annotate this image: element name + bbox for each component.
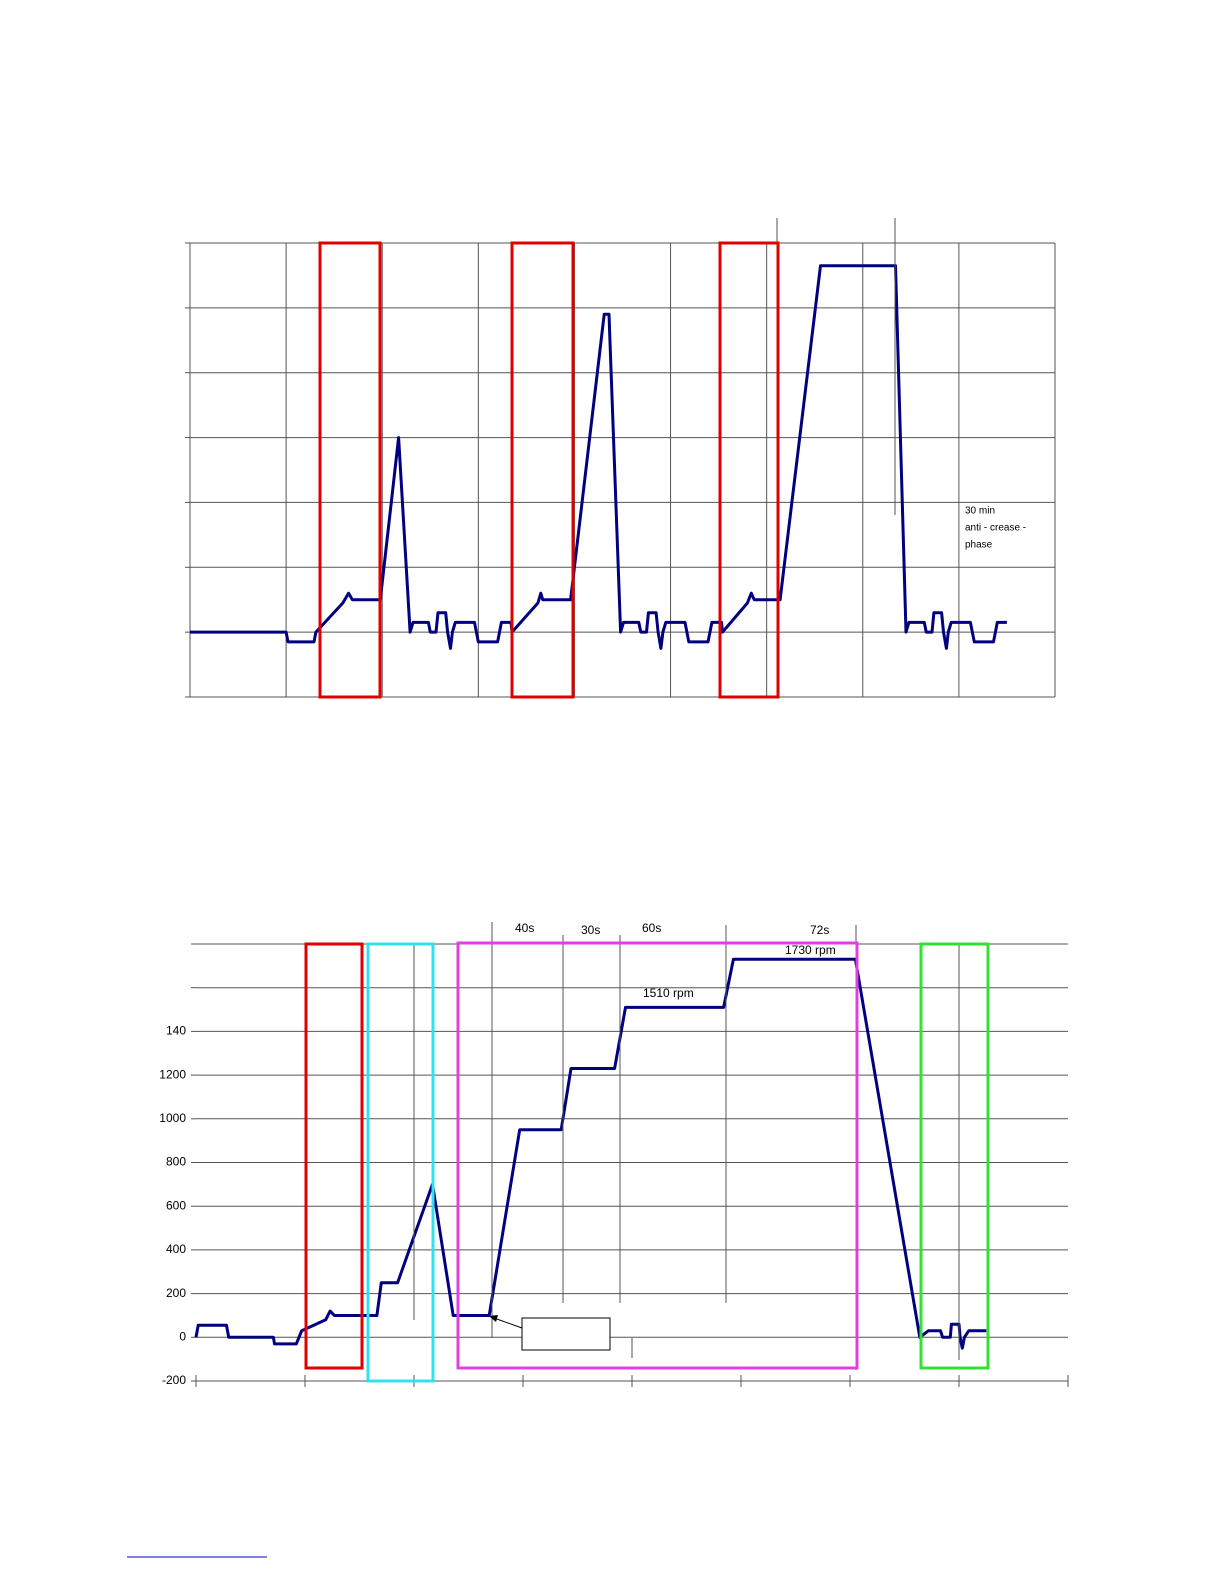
phase-box bbox=[919, 942, 990, 1370]
annotation: 40s bbox=[515, 921, 534, 935]
chart-layers: 30 min anti - crease - phase -200 0 200 400 600… bbox=[159, 242, 1069, 1387]
y-tick-label: 1000 bbox=[159, 1111, 186, 1125]
speed-line bbox=[194, 957, 987, 1350]
y-tick-label: 200 bbox=[166, 1286, 186, 1300]
y-tick-label: 140 bbox=[166, 1024, 186, 1038]
annotation: 1730 rpm bbox=[785, 943, 836, 957]
annotation: 72s bbox=[810, 923, 829, 937]
callout-arrowhead bbox=[489, 1315, 498, 1322]
annotation: anti - crease - bbox=[965, 523, 1026, 534]
y-tick-label: -200 bbox=[162, 1373, 186, 1387]
y-tick-label: 800 bbox=[166, 1155, 186, 1169]
y-tick-label: 0 bbox=[179, 1329, 186, 1343]
y-tick-label: 400 bbox=[166, 1242, 186, 1256]
annotation: 1510 rpm bbox=[643, 986, 694, 1000]
annotation: 30 min bbox=[965, 506, 995, 517]
phase-box bbox=[718, 241, 780, 699]
annotation: 60s bbox=[642, 921, 661, 935]
phase-box bbox=[510, 241, 575, 699]
y-tick-label: 1200 bbox=[159, 1067, 186, 1081]
callout-arrow bbox=[493, 1317, 523, 1329]
speed-line bbox=[190, 264, 1007, 650]
annotation: 30s bbox=[581, 923, 600, 937]
y-tick-label: 600 bbox=[166, 1198, 186, 1212]
callout-box bbox=[521, 1317, 611, 1351]
phase-box bbox=[456, 941, 859, 1370]
annotation: phase bbox=[965, 540, 993, 551]
phase-box bbox=[366, 942, 435, 1383]
phase-box bbox=[318, 241, 382, 699]
phase-box bbox=[304, 942, 364, 1370]
